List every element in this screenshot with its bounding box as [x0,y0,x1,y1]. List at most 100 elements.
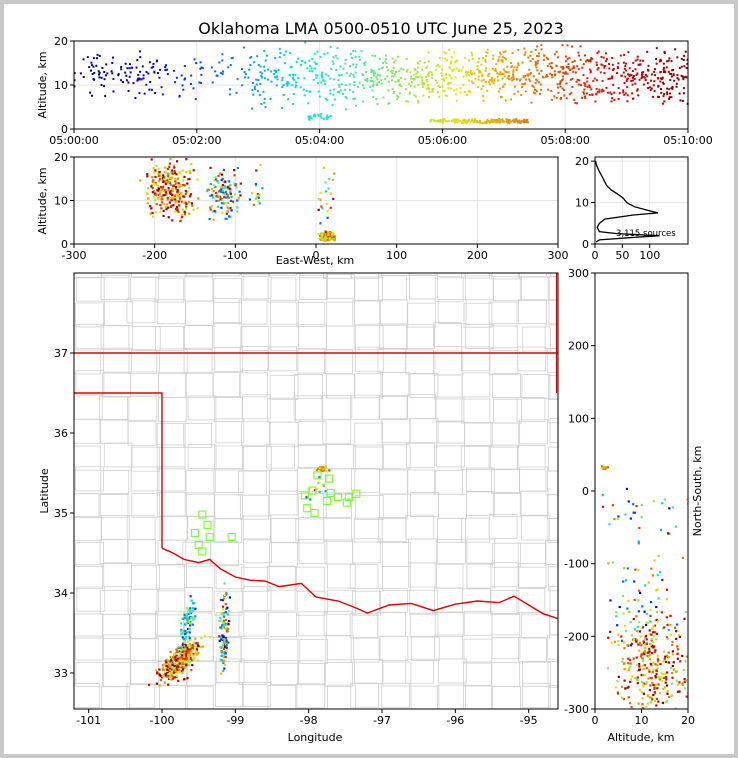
altitude-eastwest-point [171,187,174,190]
altitude-time-point [138,78,141,81]
plan-view-point [180,657,183,661]
altitude-time-point [386,69,389,72]
altitude-time-point [532,85,535,88]
altitude-time-point [379,74,382,77]
altitude-time-point [330,67,333,70]
altitude-time-point [493,78,496,81]
county-outline [381,273,410,276]
altitude-time-point [535,66,538,69]
northsouth-altitude-point [637,610,640,613]
altitude-time-point [149,80,152,83]
plan-view-point [222,623,226,626]
altitude-time-point [539,83,542,86]
county-outline [156,564,185,590]
county-outline [436,273,466,277]
northsouth-altitude-point [636,663,639,667]
county-outline [407,394,436,420]
altitude-time-point [442,77,445,80]
altitude-time-point [595,92,598,95]
altitude-histogram-frame [594,156,689,245]
altitude-time-point [496,72,499,75]
northsouth-altitude-point [655,611,659,614]
altitude-time-point [589,68,592,71]
altitude-time-point [447,120,450,123]
plan-view-point [224,602,227,606]
altitude-time-point [154,92,157,95]
altitude-time-point [435,64,438,67]
northsouth-altitude-point [616,680,619,683]
plan-view-point [177,668,180,671]
northsouth-altitude-y-tick-label: -100 [564,558,589,571]
altitude-time-point [452,120,455,123]
northsouth-altitude-point [649,662,652,666]
altitude-eastwest-point [221,190,224,193]
northsouth-altitude-point [656,687,659,690]
altitude-time-point [520,120,523,123]
altitude-time-point [586,92,589,95]
altitude-time-point [417,99,420,102]
altitude-eastwest-point [177,190,180,193]
plan-view-point [158,673,161,676]
plan-view-point [220,672,223,675]
northsouth-altitude-point [675,637,678,640]
altitude-time-point [496,121,499,124]
altitude-time-point [607,77,610,80]
altitude-time-point [677,78,680,81]
altitude-eastwest-point [169,205,173,209]
altitude-time-point [142,77,145,80]
county-outline [410,636,440,661]
altitude-time-point [292,73,295,76]
altitude-time-point [512,69,515,72]
altitude-eastwest-point [225,196,228,199]
altitude-time-point [534,61,537,64]
plan-view-point [176,664,179,667]
altitude-time-point [376,78,379,81]
plan-view-point [188,617,192,620]
altitude-time-point [275,84,278,87]
northsouth-altitude-point [674,525,677,528]
altitude-time-point [90,69,93,72]
altitude-eastwest-point [175,183,178,186]
altitude-eastwest-point [183,210,186,214]
altitude-time-point [630,79,633,82]
altitude-time-point [249,63,252,66]
altitude-time-point [499,71,502,74]
altitude-time-point [611,63,614,66]
altitude-time-point [194,98,197,101]
altitude-time-point [89,91,92,94]
altitude-time-point [91,73,94,76]
county-outline [516,588,546,613]
altitude-time-point [111,56,114,59]
northsouth-altitude-point [663,498,666,501]
altitude-eastwest-point [220,202,223,205]
altitude-time-point [454,121,457,124]
altitude-time-point [540,88,543,91]
altitude-eastwest-point [151,187,154,190]
altitude-time-point [573,98,576,101]
plan-view-point [222,615,225,618]
county-outline [129,614,158,640]
altitude-time-point [519,121,522,124]
altitude-time-point [631,76,634,79]
altitude-time-point [391,69,394,72]
altitude-time-point [372,83,375,86]
plan-view-point [178,662,181,665]
county-outline [323,611,353,636]
northsouth-altitude-point [647,677,650,680]
plan-view-point [185,615,189,618]
county-outline [74,349,101,375]
altitude-time-point [291,84,294,87]
northsouth-altitude-point [620,635,623,638]
county-outline [492,686,521,709]
plan-view-point [177,646,180,649]
plan-view-point [173,667,176,670]
plan-view-point [164,671,167,674]
plan-view-point [188,608,192,612]
altitude-time-point [592,80,595,83]
altitude-time-point [598,90,601,93]
altitude-time-point [617,87,620,90]
county-outline [126,298,156,324]
northsouth-altitude-point [649,676,652,680]
northsouth-altitude-point [616,690,620,693]
altitude-eastwest-point [166,167,170,171]
